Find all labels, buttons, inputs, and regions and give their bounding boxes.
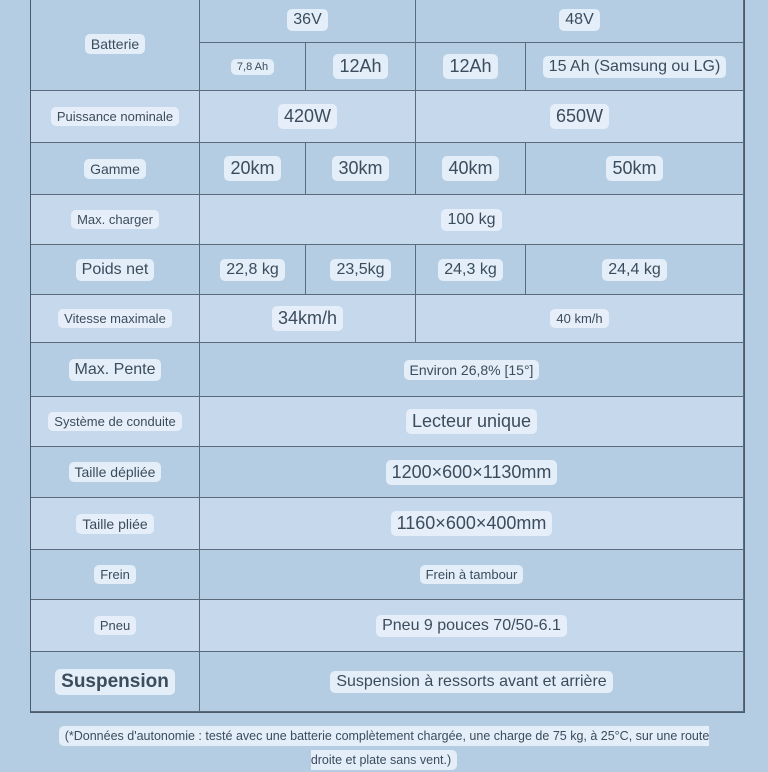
label-frein: Frein (31, 550, 200, 600)
label-gamme: Gamme (31, 143, 200, 195)
footnote: (*Données d'autonomie : testé avec une b… (48, 724, 720, 772)
label-vitesse: Vitesse maximale (31, 295, 200, 343)
spec-table: Batterie 36V 48V 7,8 Ah 12Ah 12Ah 15 Ah … (30, 0, 745, 713)
label-puissance: Puissance nominale (31, 91, 200, 143)
label-poids: Poids net (31, 245, 200, 295)
label-pneu: Pneu (31, 600, 200, 652)
voltage-36v: 36V (287, 9, 328, 31)
label-pliee: Taille pliée (31, 498, 200, 550)
label-conduite: Système de conduite (31, 397, 200, 447)
label-charge: Max. charger (31, 195, 200, 245)
label-batterie: Batterie (31, 0, 200, 91)
voltage-48v: 48V (559, 9, 600, 31)
label-depliee: Taille dépliée (31, 447, 200, 498)
label-suspension: Suspension (31, 652, 200, 712)
label-pente: Max. Pente (31, 343, 200, 397)
